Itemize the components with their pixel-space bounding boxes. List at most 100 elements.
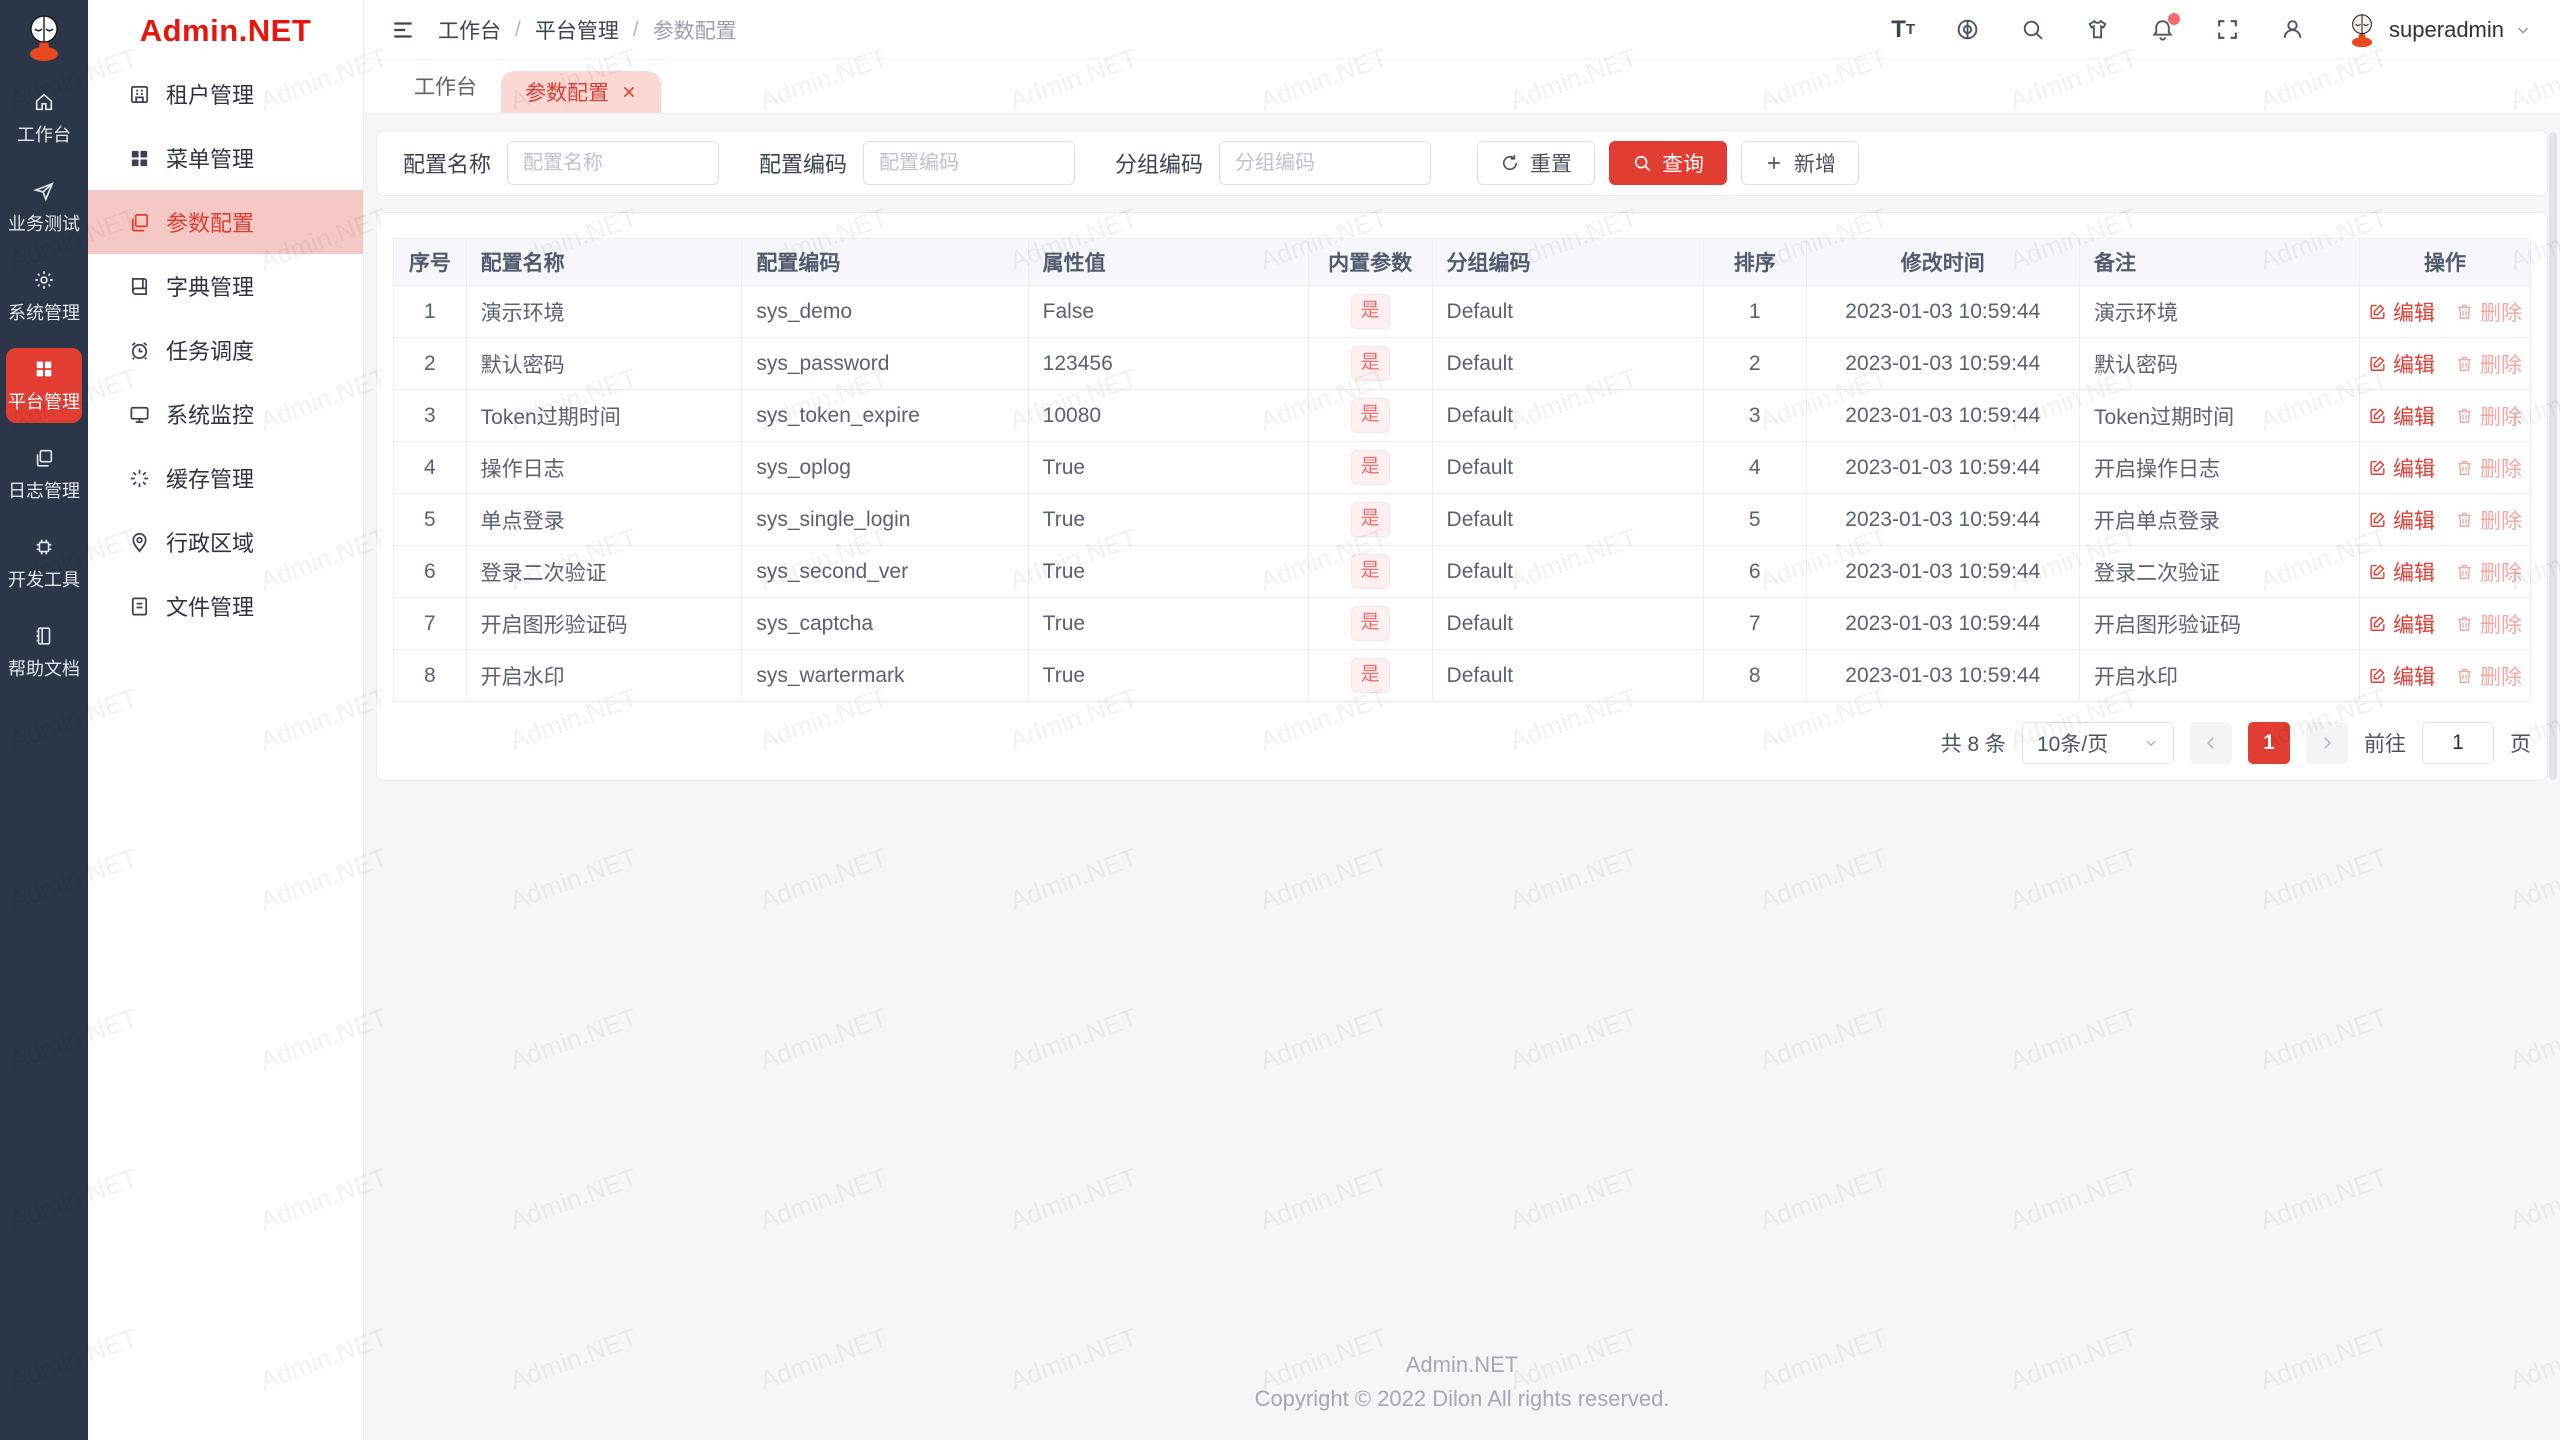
delete-button[interactable]: 删除 — [2455, 557, 2522, 587]
cell-no: 4 — [393, 441, 467, 494]
cell-ops: 编辑 删除 — [2358, 545, 2532, 598]
language-icon[interactable] — [1955, 17, 1980, 42]
notification-badge — [2168, 13, 2181, 25]
edit-button[interactable]: 编辑 — [2368, 401, 2435, 431]
cell-sort: 8 — [1702, 649, 1807, 702]
search-icon[interactable] — [2020, 17, 2045, 42]
cell-time: 2023-01-03 10:59:44 — [1805, 597, 2081, 650]
builtin-badge: 是 — [1350, 450, 1390, 485]
edit-label: 编辑 — [2392, 457, 2435, 481]
builtin-badge: 是 — [1350, 502, 1390, 537]
filter-bar: 配置名称 配置编码 分组编码 重置 查询 — [376, 130, 2548, 196]
search-button[interactable]: 查询 — [1609, 141, 1728, 185]
scrollbar-thumb[interactable] — [2549, 132, 2557, 780]
delete-button[interactable]: 删除 — [2455, 609, 2522, 639]
edit-button[interactable]: 编辑 — [2368, 661, 2435, 691]
cell-remark: 开启水印 — [2079, 649, 2360, 702]
group-code-input[interactable] — [1219, 141, 1432, 185]
delete-label: 删除 — [2479, 353, 2522, 377]
config-docs-icon — [131, 213, 149, 232]
search-icon — [1634, 155, 1651, 172]
breadcrumb-item[interactable]: 平台管理 — [534, 19, 619, 43]
cell-no: 3 — [393, 389, 467, 442]
delete-button[interactable]: 删除 — [2455, 505, 2522, 535]
edit-button[interactable]: 编辑 — [2368, 349, 2435, 379]
sidebar-logo[interactable]: Admin.NET — [88, 0, 363, 62]
page-footer: Admin.NET Copyright © 2022 Dilon All rig… — [376, 1338, 2548, 1430]
table-row: 5 单点登录 sys_single_login True 是 Default 5… — [393, 493, 2532, 546]
page-size-select[interactable]: 10条/页 — [2022, 722, 2174, 764]
rail-item-system-mgmt[interactable]: 系统管理 — [6, 259, 82, 334]
prev-page-button[interactable] — [2190, 722, 2232, 764]
sidebar-item-task-schedule[interactable]: 任务调度 — [88, 318, 363, 382]
app-logo[interactable] — [0, 0, 88, 74]
delete-button[interactable]: 删除 — [2455, 401, 2522, 431]
edit-button[interactable]: 编辑 — [2368, 609, 2435, 639]
tab-workbench[interactable]: 工作台 — [390, 59, 501, 113]
close-icon[interactable] — [621, 84, 637, 100]
col-name: 配置名称 — [465, 238, 743, 286]
rail-item-platform-mgmt[interactable]: 平台管理 — [6, 348, 82, 423]
cell-sort: 7 — [1702, 597, 1807, 650]
cell-time: 2023-01-03 10:59:44 — [1805, 285, 2081, 338]
delete-button[interactable]: 删除 — [2455, 453, 2522, 483]
collapse-menu-icon[interactable] — [390, 17, 416, 43]
cell-group: Default — [1431, 389, 1704, 442]
rail-item-log-mgmt[interactable]: 日志管理 — [6, 437, 82, 512]
theme-icon[interactable] — [2085, 17, 2110, 42]
sidebar-item-dict-mgmt[interactable]: 字典管理 — [88, 254, 363, 318]
cell-value: 10080 — [1027, 389, 1309, 442]
trash-icon — [2458, 460, 2471, 475]
config-code-input[interactable] — [863, 141, 1076, 185]
rail-item-dev-tools[interactable]: 开发工具 — [6, 526, 82, 601]
trash-icon — [2458, 564, 2471, 579]
cell-ops: 编辑 删除 — [2358, 337, 2532, 390]
edit-button[interactable]: 编辑 — [2368, 453, 2435, 483]
breadcrumb-item[interactable]: 工作台 — [438, 19, 501, 43]
cell-code: sys_wartermark — [741, 649, 1029, 702]
goto-label: 前往 — [2364, 733, 2406, 756]
sidebar-item-param-config[interactable]: 参数配置 — [88, 190, 363, 254]
goto-page-input[interactable] — [2422, 722, 2494, 764]
sidebar-item-cache-mgmt[interactable]: 缓存管理 — [88, 446, 363, 510]
cell-ops: 编辑 删除 — [2358, 649, 2532, 702]
user-menu[interactable]: superadmin — [2345, 12, 2532, 48]
page-number-current[interactable]: 1 — [2248, 722, 2290, 764]
rail-item-help-docs[interactable]: 帮助文档 — [6, 615, 82, 690]
add-button[interactable]: 新增 — [1741, 141, 1860, 185]
tab-param-config[interactable]: 参数配置 — [501, 71, 661, 113]
cell-ops: 编辑 删除 — [2358, 285, 2532, 338]
cell-name: 单点登录 — [465, 493, 743, 546]
edit-button[interactable]: 编辑 — [2368, 505, 2435, 535]
delete-button[interactable]: 删除 — [2455, 661, 2522, 691]
sidebar-item-tenant-mgmt[interactable]: 租户管理 — [88, 62, 363, 126]
sidebar-item-admin-region[interactable]: 行政区域 — [88, 510, 363, 574]
sidebar-item-label: 系统监控 — [166, 403, 255, 428]
user-icon[interactable] — [2280, 17, 2305, 42]
builtin-badge: 是 — [1350, 606, 1390, 641]
delete-button[interactable]: 删除 — [2455, 297, 2522, 327]
edit-button[interactable]: 编辑 — [2368, 557, 2435, 587]
rail-item-business-test[interactable]: 业务测试 — [6, 170, 82, 245]
config-name-input[interactable] — [507, 141, 720, 185]
sidebar-item-file-mgmt[interactable]: 文件管理 — [88, 574, 363, 638]
notifications-icon[interactable] — [2150, 13, 2181, 42]
cell-name: 开启图形验证码 — [465, 597, 743, 650]
sidebar-item-label: 参数配置 — [166, 211, 255, 236]
footer-title: Admin.NET — [1405, 1351, 1519, 1377]
edit-button[interactable]: 编辑 — [2368, 297, 2435, 327]
cell-time: 2023-01-03 10:59:44 — [1805, 337, 2081, 390]
cell-group: Default — [1431, 493, 1704, 546]
next-page-button[interactable] — [2306, 722, 2348, 764]
fullscreen-icon[interactable] — [2215, 17, 2240, 42]
sidebar-item-menu-mgmt[interactable]: 菜单管理 — [88, 126, 363, 190]
alarm-icon — [131, 341, 148, 360]
delete-button[interactable]: 删除 — [2455, 349, 2522, 379]
reset-button[interactable]: 重置 — [1477, 141, 1596, 185]
sidebar-item-system-monitor[interactable]: 系统监控 — [88, 382, 363, 446]
delete-label: 删除 — [2479, 405, 2522, 429]
breadcrumb-separator: / — [515, 17, 521, 41]
rail-item-workbench[interactable]: 工作台 — [6, 81, 82, 156]
cell-builtin: 是 — [1307, 441, 1433, 494]
